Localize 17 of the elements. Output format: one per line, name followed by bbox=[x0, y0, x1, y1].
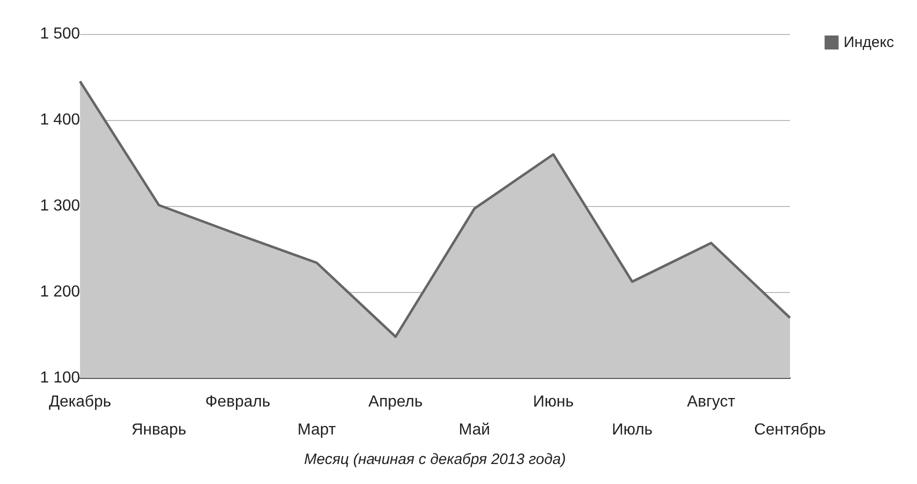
x-tick-label: Сентябрь bbox=[754, 422, 826, 438]
x-tick-label: Март bbox=[298, 422, 336, 438]
y-tick-label: 1 400 bbox=[40, 112, 80, 128]
x-tick-label: Июнь bbox=[532, 394, 574, 410]
y-tick-label: 1 200 bbox=[40, 284, 80, 300]
x-tick-label: Август bbox=[687, 394, 736, 410]
y-tick-label: 1 500 bbox=[40, 26, 80, 42]
x-tick-label: Февраль bbox=[205, 394, 270, 410]
y-tick-label: 1 100 bbox=[40, 370, 80, 386]
x-tick-label: Апрель bbox=[368, 394, 423, 410]
legend-label: Индекс bbox=[844, 34, 894, 51]
x-axis-title: Месяц (начиная с декабря 2013 года) bbox=[304, 451, 566, 468]
x-tick-label: Июль bbox=[612, 422, 653, 438]
x-tick-label: Январь bbox=[131, 422, 186, 438]
x-tick-label: Декабрь bbox=[48, 394, 112, 410]
x-tick-label: Май bbox=[458, 422, 490, 438]
y-tick-label: 1 300 bbox=[40, 198, 80, 214]
